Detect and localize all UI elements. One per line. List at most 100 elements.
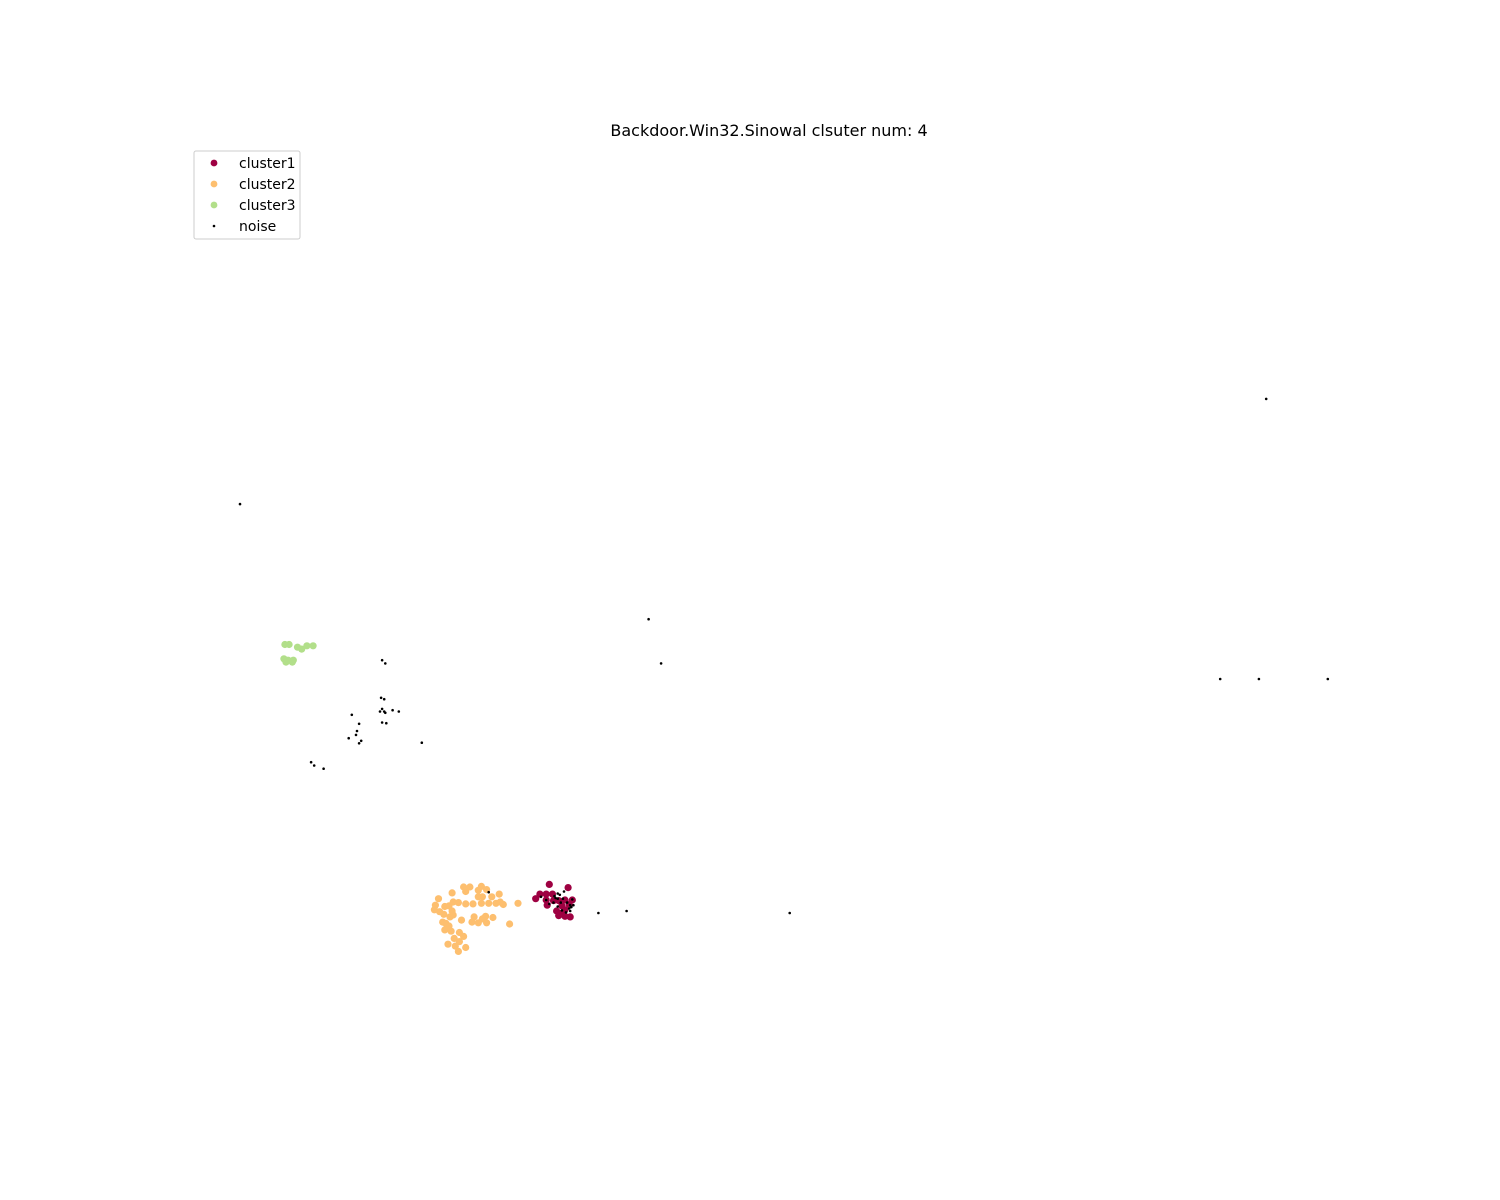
cluster2-point-13 <box>454 899 462 907</box>
cluster2-point-5 <box>462 887 470 896</box>
noise-point-31 <box>556 897 559 900</box>
cluster2-point-10 <box>488 893 496 901</box>
cluster3-point-5 <box>309 642 317 650</box>
cluster2-point-49 <box>462 943 470 952</box>
noise-point-33 <box>559 901 563 904</box>
cluster3-point-4 <box>303 642 311 650</box>
noise-point-3 <box>1257 677 1261 681</box>
cluster2-point-35 <box>474 919 482 927</box>
series-cluster1 <box>532 880 576 921</box>
legend-label-noise: noise <box>239 219 276 235</box>
noise-point-14 <box>397 710 401 713</box>
cluster2-point-31 <box>489 913 497 922</box>
cluster2-point-17 <box>485 899 493 907</box>
noise-point-6 <box>384 662 387 665</box>
noise-point-24 <box>359 739 363 743</box>
noise-point-25 <box>357 742 361 745</box>
cluster2-point-48 <box>451 942 459 950</box>
cluster2-point-15 <box>469 900 477 908</box>
noise-point-9 <box>379 696 383 700</box>
cluster2-point-37 <box>506 920 514 928</box>
noise-point-26 <box>420 741 424 744</box>
legend-marker-noise <box>212 224 216 228</box>
noise-point-38 <box>560 909 564 912</box>
cluster2-point-14 <box>462 900 470 908</box>
noise-point-23 <box>347 736 351 740</box>
series-noise <box>238 397 1330 915</box>
cluster1-point-15 <box>561 912 569 920</box>
cluster1-point-19 <box>558 902 566 910</box>
noise-point-37 <box>553 894 556 898</box>
noise-point-40 <box>558 893 562 897</box>
noise-point-39 <box>571 898 574 901</box>
cluster2-point-52 <box>448 907 456 915</box>
noise-point-45 <box>554 896 557 900</box>
noise-point-44 <box>568 903 572 907</box>
legend-marker-cluster2 <box>210 180 218 188</box>
cluster2-point-45 <box>460 932 468 941</box>
noise-point-27 <box>309 760 313 764</box>
cluster2-point-7 <box>495 890 503 898</box>
noise-point-21 <box>355 729 359 733</box>
noise-point-47 <box>561 897 565 900</box>
noise-point-46 <box>572 903 575 907</box>
noise-point-55 <box>788 911 791 915</box>
cluster2-point-34 <box>468 918 476 926</box>
cluster2-point-11 <box>434 895 443 903</box>
noise-point-36 <box>544 898 548 902</box>
cluster1-point-0 <box>545 880 553 889</box>
noise-point-5 <box>380 658 384 662</box>
noise-point-13 <box>391 708 394 712</box>
cluster1-point-17 <box>555 912 563 920</box>
noise-point-22 <box>354 733 358 737</box>
noise-point-42 <box>556 892 559 895</box>
noise-point-20 <box>357 722 361 726</box>
noise-point-54 <box>625 909 628 913</box>
noise-point-43 <box>565 901 569 904</box>
cluster2-point-33 <box>457 916 466 924</box>
noise-point-1 <box>238 502 242 506</box>
noise-point-11 <box>378 710 382 713</box>
legend-marker-cluster3 <box>210 201 218 209</box>
cluster2-point-16 <box>477 899 485 907</box>
cluster1-point-5 <box>532 895 540 903</box>
noise-point-52 <box>539 895 543 899</box>
cluster2-point-26 <box>440 910 448 918</box>
noise-point-2 <box>647 617 650 621</box>
cluster2-point-44 <box>450 934 458 943</box>
cluster2-point-6 <box>448 889 456 897</box>
noise-point-34 <box>567 907 571 910</box>
cluster2-point-4 <box>474 886 482 894</box>
noise-point-53 <box>597 911 600 915</box>
cluster2-point-42 <box>447 927 455 935</box>
noise-point-8 <box>1326 677 1330 681</box>
cluster2-point-1 <box>466 883 474 891</box>
cluster2-point-21 <box>514 899 522 907</box>
cluster3-point-1 <box>285 640 293 649</box>
legend: cluster1 cluster2 cluster3 noise <box>193 150 301 240</box>
noise-point-49 <box>570 905 573 909</box>
noise-point-17 <box>380 721 384 724</box>
cluster2-point-36 <box>483 919 491 927</box>
plot-area <box>238 397 1330 956</box>
series-cluster2 <box>430 882 522 956</box>
noise-point-4 <box>659 662 663 665</box>
noise-point-29 <box>322 767 325 770</box>
legend-label-cluster1: cluster1 <box>239 156 296 172</box>
noise-point-0 <box>1264 397 1268 401</box>
noise-point-15 <box>380 707 384 711</box>
noise-point-30 <box>487 890 491 894</box>
noise-point-16 <box>384 711 387 715</box>
legend-label-cluster2: cluster2 <box>239 177 296 193</box>
legend-box <box>193 150 301 240</box>
legend-label-cluster3: cluster3 <box>239 198 296 214</box>
cluster2-point-20 <box>496 898 504 906</box>
cluster2-point-51 <box>430 906 438 914</box>
legend-marker-cluster1 <box>210 159 218 167</box>
noise-point-28 <box>312 764 316 767</box>
cluster2-point-47 <box>444 940 452 948</box>
cluster2-point-50 <box>454 947 462 956</box>
cluster3-point-10 <box>288 658 296 666</box>
cluster3-point-9 <box>282 658 290 666</box>
